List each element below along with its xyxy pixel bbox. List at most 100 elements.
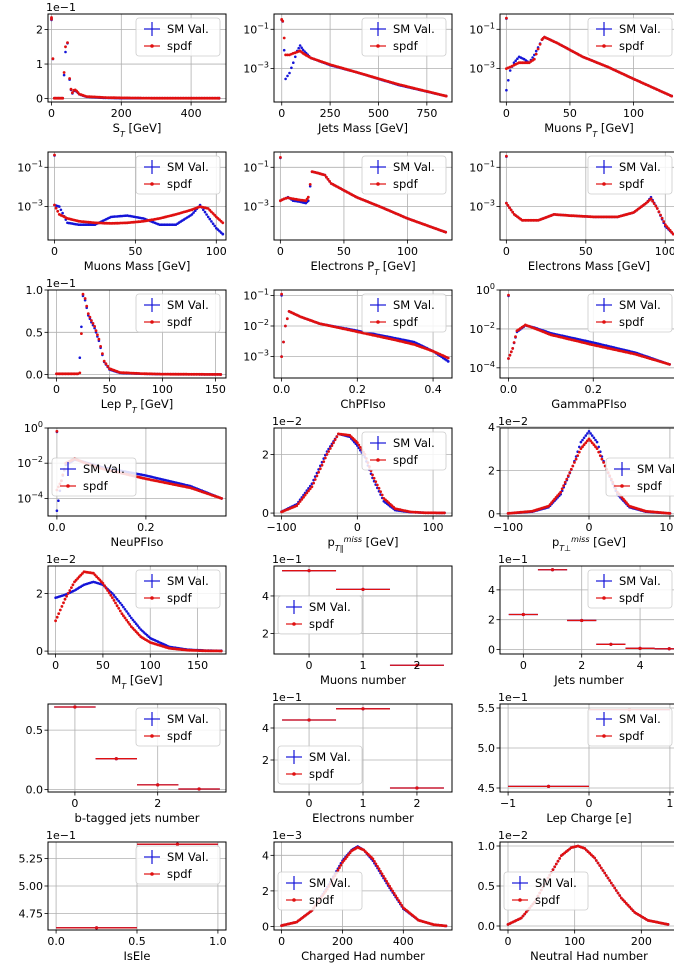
x-tick-label: 0	[503, 107, 510, 120]
data-point	[94, 329, 98, 332]
data-point	[507, 293, 510, 297]
x-axis-label: Neutral Had number	[530, 949, 648, 963]
x-tick-label: 0	[52, 659, 59, 672]
y-tick-label: 10−4	[469, 360, 495, 375]
data-point	[175, 842, 180, 846]
y-tick-label: 10−3	[469, 61, 495, 76]
legend-spdf-marker	[602, 44, 606, 48]
axes-frame	[47, 289, 227, 379]
data-point	[99, 345, 102, 348]
data-point	[97, 337, 101, 341]
tick-labels: 0 2 4 0 2 4	[488, 584, 644, 672]
data-point	[592, 443, 596, 447]
data-point	[307, 489, 310, 493]
data-point	[286, 74, 289, 78]
data-point	[662, 220, 666, 223]
data-point	[565, 477, 569, 481]
data-point	[587, 430, 591, 433]
data-point	[519, 916, 523, 920]
y-tick-label: 2	[36, 587, 43, 600]
data-point	[217, 96, 221, 100]
data-point	[604, 874, 608, 877]
data-point	[307, 718, 311, 722]
x-tick-label: 50	[102, 383, 116, 396]
data-point	[505, 16, 508, 20]
y-tick-label: 10−1	[243, 287, 269, 302]
data-point	[282, 340, 285, 344]
x-tick-label: 0	[51, 245, 58, 258]
y-tick-label: 0.5	[26, 326, 44, 339]
data-point	[58, 205, 61, 208]
data-point	[670, 94, 674, 98]
chart-svg: 0 50 100 10−1 10−3 Electrons PT [GeV] SM Val. s…	[243, 151, 453, 277]
data-point	[444, 924, 448, 928]
data-point	[649, 197, 653, 201]
data-point	[325, 453, 329, 456]
x-axis-label: Electrons Mass [GeV]	[528, 259, 650, 273]
data-point	[348, 851, 352, 855]
data-point	[102, 359, 106, 363]
data-point	[57, 499, 60, 502]
data-point	[385, 879, 388, 883]
data-point	[415, 786, 419, 790]
data-point	[505, 88, 508, 92]
legend-spdf-marker	[292, 898, 296, 902]
data-point	[601, 869, 605, 872]
data-point	[523, 912, 527, 916]
x-tick-label: 0.2	[137, 521, 155, 534]
data-point	[380, 872, 384, 876]
data-point	[608, 879, 612, 882]
offset-text: 1e−2	[498, 829, 528, 842]
legend-sm-label: SM Val.	[535, 876, 577, 890]
offset-text: 1e−2	[272, 415, 302, 428]
x-tick-label: 100	[423, 521, 444, 534]
legend: SM Val. spdf	[361, 155, 447, 195]
data-point	[389, 887, 393, 890]
data-point	[655, 207, 659, 210]
x-tick-label: 0.5	[128, 935, 146, 948]
chart-panel: 0.0 0.2 100 10−2 10−4 GammaPFIso SM Val. spdf	[462, 276, 674, 414]
chart-panel: 0 1 2 2 4 1e−1 Muons number SM Val. spdf	[236, 552, 460, 690]
data-point	[119, 601, 122, 605]
legend-spdf-marker	[150, 734, 154, 738]
y-tick-label: 10−4	[17, 490, 43, 505]
series-group	[54, 570, 223, 653]
legend: SM Val. spdf	[587, 569, 673, 609]
data-point	[538, 42, 542, 46]
x-axis-label: Charged Had number	[301, 949, 425, 963]
x-tick-label: 100	[623, 107, 644, 120]
data-point	[96, 333, 99, 337]
chart-svg: −1 0 1 4.5 5.0 5.51e−1 Lep Charge [e] SM Val. sp…	[478, 691, 674, 825]
data-point	[667, 227, 670, 230]
x-tick-label: 0	[306, 797, 313, 810]
data-point	[446, 359, 450, 363]
data-point	[579, 440, 583, 444]
y-tick-label: 10−3	[17, 199, 43, 214]
data-point	[91, 322, 95, 325]
axes-frame	[273, 13, 453, 103]
data-point	[398, 901, 402, 905]
data-point	[56, 209, 60, 213]
offset-text: 1e−1	[272, 691, 302, 704]
chart-panel: 0 50 100 10−1 10−3 Muons Mass [GeV] SM Val. spd…	[10, 138, 234, 276]
data-point	[665, 225, 669, 228]
y-tick-label: 2	[488, 614, 495, 627]
legend-sm-label: SM Val.	[83, 462, 125, 476]
series-group	[280, 292, 450, 363]
x-axis-label: NeuPFIso	[111, 535, 164, 549]
offset-text: 1e−1	[272, 553, 302, 566]
data-point	[586, 432, 589, 435]
data-point	[400, 904, 404, 907]
chart-svg: 0 2 0.0 0.5 b-tagged jets number SM Val. spdf	[26, 703, 227, 825]
data-point	[335, 435, 339, 439]
data-point	[505, 154, 508, 158]
axes-frame	[47, 703, 227, 793]
data-point	[114, 596, 117, 599]
data-point	[514, 335, 517, 339]
data-point	[136, 624, 139, 627]
data-point	[64, 50, 67, 54]
legend-spdf-marker	[376, 320, 380, 324]
data-point	[117, 606, 121, 610]
axes-frame	[273, 841, 453, 931]
